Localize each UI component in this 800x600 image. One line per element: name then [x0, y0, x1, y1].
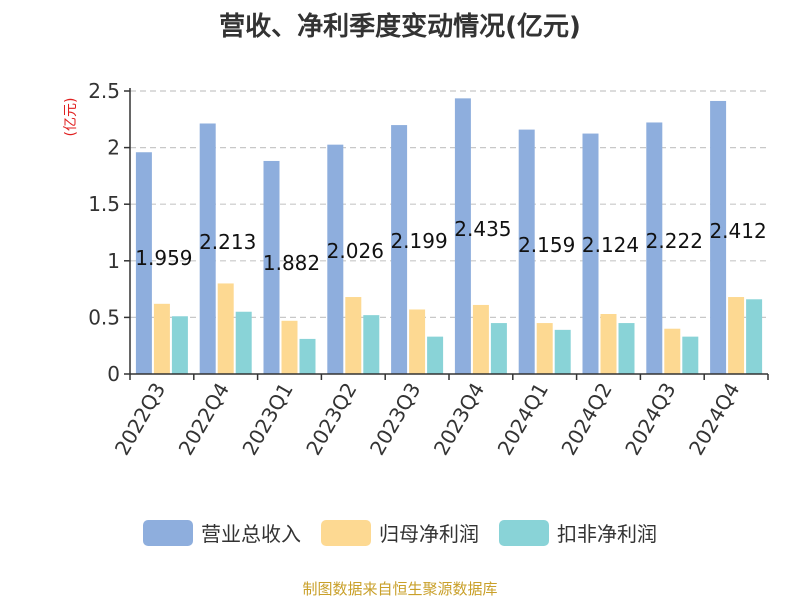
bar-revenue — [710, 100, 727, 374]
bar-deducted-profit — [746, 299, 763, 374]
bar-net-profit — [217, 283, 234, 374]
bar-net-profit — [472, 304, 489, 374]
legend-item[interactable]: 营业总收入 — [143, 518, 301, 547]
data-label: 2.435 — [454, 217, 511, 241]
data-labels: 1.959 2.213 1.882 2.026 2.199 2.435 2.159 2.124… — [135, 217, 766, 275]
bar-net-profit — [664, 328, 681, 374]
bar-deducted-profit — [235, 311, 252, 374]
bar-deducted-profit — [427, 336, 444, 374]
bar-revenue — [327, 144, 344, 374]
legend-item[interactable]: 扣非净利润 — [499, 518, 657, 547]
legend-swatch — [321, 519, 371, 546]
bar-revenue — [135, 152, 152, 374]
bar-net-profit — [536, 323, 553, 374]
source-note: 制图数据来自恒生聚源数据库 — [302, 580, 498, 598]
bar-deducted-profit — [171, 316, 188, 374]
bar-revenue — [391, 125, 408, 374]
legend-item[interactable]: 归母净利润 — [321, 518, 479, 547]
y-axis-label: (亿元) — [63, 98, 79, 137]
bar-net-profit — [345, 297, 362, 374]
data-label: 2.213 — [199, 230, 256, 254]
legend-label: 营业总收入 — [201, 522, 301, 546]
legend-swatch — [143, 519, 193, 546]
bar-revenue — [518, 129, 535, 374]
data-label: 2.199 — [390, 229, 447, 253]
bar-deducted-profit — [490, 323, 507, 374]
bar-deducted-profit — [618, 323, 635, 374]
x-tick-label: 2023Q1 — [237, 379, 297, 460]
data-label: 1.959 — [135, 246, 192, 270]
data-label: 2.124 — [582, 233, 639, 257]
y-tick-label: 2 — [107, 136, 120, 160]
x-tick-label: 2023Q2 — [301, 379, 361, 460]
data-label: 2.026 — [327, 239, 384, 263]
bar-deducted-profit — [554, 329, 571, 374]
legend: 营业总收入 归母净利润 扣非净利润 — [0, 518, 800, 547]
y-tick-label: 1 — [107, 249, 120, 273]
x-tick-label: 2024Q1 — [493, 379, 553, 460]
data-label: 2.412 — [709, 219, 766, 243]
bar-deducted-profit — [363, 315, 380, 374]
x-tick-label: 2022Q3 — [110, 379, 170, 460]
y-tick-label: 2.5 — [88, 79, 120, 103]
bar-revenue — [454, 98, 471, 374]
bar-revenue — [199, 123, 216, 374]
bar-revenue — [263, 160, 280, 374]
bar-revenue — [646, 122, 663, 374]
bar-net-profit — [153, 303, 170, 374]
x-tick-label: 2022Q4 — [174, 379, 234, 460]
bar-deducted-profit — [299, 338, 316, 374]
data-label: 2.222 — [646, 229, 703, 253]
bar-net-profit — [728, 297, 745, 374]
x-tick-label: 2023Q4 — [429, 379, 489, 460]
legend-label: 归母净利润 — [379, 522, 479, 546]
x-tick-label: 2024Q4 — [684, 379, 744, 460]
bar-net-profit — [600, 314, 617, 374]
bar-net-profit — [409, 309, 426, 374]
bar-net-profit — [281, 320, 298, 374]
y-tick-label: 0.5 — [88, 305, 120, 329]
chart-title: 营收、净利季度变动情况(亿元) — [219, 12, 581, 42]
legend-swatch — [499, 519, 549, 546]
x-tick-label: 2023Q3 — [365, 379, 425, 460]
data-label: 1.882 — [263, 251, 320, 275]
y-tick-label: 0 — [107, 362, 120, 386]
y-tick-label: 1.5 — [88, 192, 120, 216]
bars — [135, 98, 763, 374]
bar-deducted-profit — [682, 336, 699, 374]
bar-revenue — [582, 133, 599, 374]
data-label: 2.159 — [518, 233, 575, 257]
x-tick-label: 2024Q3 — [620, 379, 680, 460]
legend-label: 扣非净利润 — [557, 522, 657, 546]
x-tick-label: 2024Q2 — [556, 379, 616, 460]
